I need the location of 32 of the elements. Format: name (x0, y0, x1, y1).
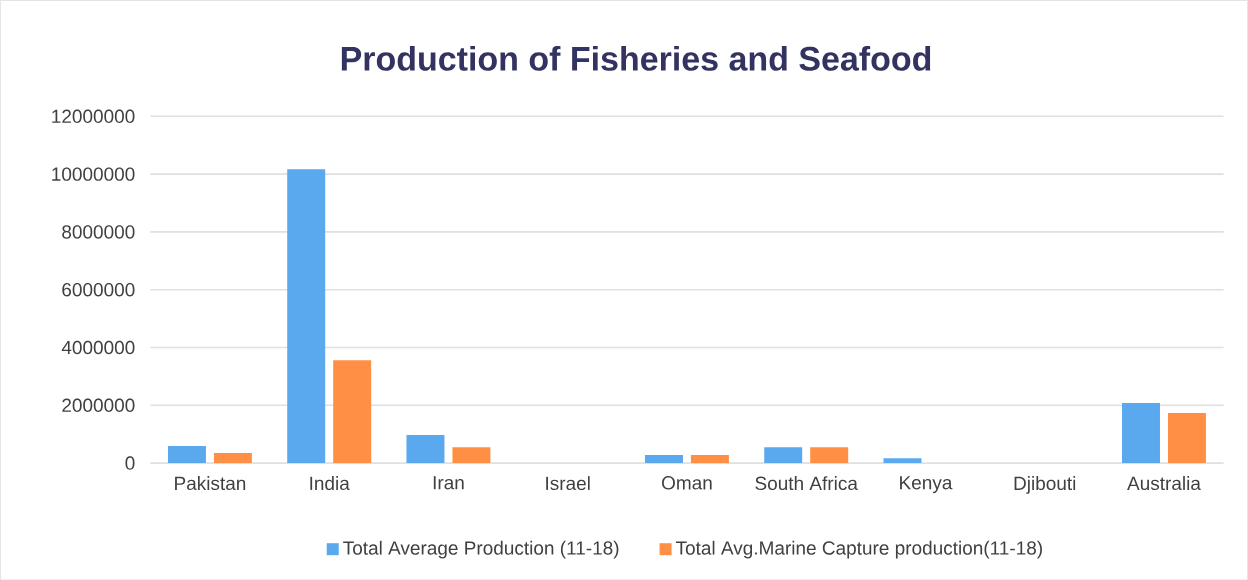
bar (213, 452, 252, 463)
bar (333, 360, 372, 463)
bar (406, 434, 445, 463)
y-tick-label: 10000000 (52, 167, 135, 181)
x-tick-label: Kenya (900, 475, 953, 493)
bar (764, 447, 803, 463)
chart-title: Production of Fisheries and Seafood (341, 45, 931, 71)
bar (167, 445, 206, 463)
bar (1167, 412, 1206, 463)
y-tick-label: 8000000 (62, 224, 135, 239)
x-tick-label: Djibouti (1014, 475, 1076, 494)
y-tick-label: 0 (125, 456, 135, 470)
x-tick-label: South Africa (755, 475, 858, 490)
y-tick-label: 4000000 (61, 340, 135, 355)
legend-label: Total Average Production (11-18) (343, 540, 619, 559)
bar (690, 454, 729, 463)
x-tick-label: Israel (546, 475, 590, 490)
x-tick-label: Iran (433, 475, 464, 490)
bar (452, 447, 491, 463)
y-tick-label: 6000000 (62, 282, 135, 297)
legend-label: Total Avg.Marine Capture production(11-18) (675, 540, 1042, 559)
x-tick-label: Australia (1127, 475, 1201, 490)
y-tick-label: 2000000 (62, 398, 135, 412)
y-tick-label: 12000000 (52, 109, 135, 123)
bar (287, 169, 326, 463)
bar (1122, 402, 1160, 463)
x-tick-label: India (310, 475, 350, 490)
x-tick-label: Oman (662, 475, 712, 490)
bar (810, 447, 849, 463)
x-tick-label: Pakistan (175, 475, 246, 490)
bar (883, 457, 922, 463)
bar (644, 454, 683, 463)
